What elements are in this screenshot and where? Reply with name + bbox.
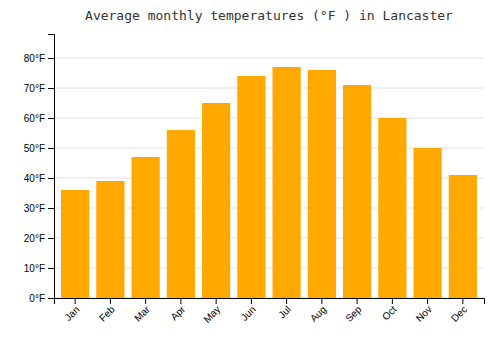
tick-mark [48,178,54,179]
tick-label: 20°F [24,233,45,244]
tick-mark [48,298,54,299]
tick-label: Mar [132,303,152,323]
grid-line [54,118,484,119]
tick-label: 10°F [24,263,45,274]
bar [378,118,406,298]
tick-mark [180,298,181,304]
tick-label: Apr [168,303,187,322]
bar [61,190,89,298]
tick-mark [427,298,428,304]
bar [449,175,477,298]
grid [54,58,484,298]
bar [237,76,265,298]
bar [308,70,336,298]
y-tick: 70°F [24,83,54,94]
y-tick: 60°F [24,113,54,124]
axis-line [48,35,55,299]
axis-line [55,299,485,305]
x-tick: Sep [343,298,364,324]
tick-mark [48,268,54,269]
tick-mark [216,298,217,304]
tick-label: Aug [308,304,328,324]
tick-mark [357,298,358,304]
bar [343,85,371,298]
bar [132,157,160,298]
title: Average monthly temperatures (°F ) in La… [85,8,453,23]
x-tick: Apr [168,298,187,322]
bar [414,148,442,298]
y-tick: 40°F [24,173,54,184]
x-tick: Oct [380,298,399,322]
y-tick: 10°F [24,263,54,274]
grid-line [54,58,484,59]
tick-mark [286,298,287,304]
tick-label: 60°F [24,113,45,124]
plot-area [61,67,477,298]
x-axis: Jan Feb Mar Apr May Jun Jul Aug Sep Oct Nov Dec [55,298,485,325]
tick-label: 40°F [24,173,45,184]
x-tick: Jan [62,298,81,323]
tick-label: Jun [239,304,258,323]
tick-mark [48,238,54,239]
tick-label: Oct [380,304,399,323]
bar [96,181,124,298]
tick-mark [251,298,252,304]
tick-label: Dec [449,304,469,324]
bar [167,130,195,298]
tick-mark [321,298,322,304]
tick-mark [110,298,111,304]
x-tick: May [201,298,222,325]
tick-mark [392,298,393,304]
tick-label: 0°F [29,293,45,304]
tick-mark [462,298,463,304]
tick-label: 30°F [24,203,45,214]
tick-mark [48,88,54,89]
tick-mark [145,298,146,304]
tick-mark [48,208,54,209]
tick-label: 50°F [24,143,45,154]
x-tick: Aug [308,298,328,324]
tick-label: 80°F [24,53,45,64]
x-tick: Nov [414,298,434,324]
tick-mark [48,118,54,119]
bar [273,67,301,298]
y-tick: 50°F [24,143,54,154]
tick-label: Jul [276,304,293,321]
y-tick: 30°F [24,203,54,214]
x-tick: Dec [449,298,469,324]
tick-label: 70°F [24,83,45,94]
x-tick: Feb [97,298,117,324]
x-tick: Jun [239,298,258,323]
y-tick: 0°F [29,293,54,304]
tick-label: May [201,304,222,325]
tick-label: Sep [343,303,364,324]
x-tick: Jul [276,298,293,320]
tick-mark [48,58,54,59]
x-tick: Mar [132,298,152,324]
tick-label: Feb [97,303,117,323]
tick-mark [48,148,54,149]
chart: 0°F 10°F 20°F 30°F 40°F 50°F 60°F 70°F 80°F Jan Fe… [0,0,500,350]
y-tick: 80°F [24,53,54,64]
y-axis: 0°F 10°F 20°F 30°F 40°F 50°F 60°F 70°F 80°F [24,35,55,304]
bar [202,103,230,298]
tick-label: Jan [62,304,81,323]
tick-label: Nov [414,304,434,324]
y-tick: 20°F [24,233,54,244]
tick-mark [75,298,76,304]
grid-line [54,88,484,89]
